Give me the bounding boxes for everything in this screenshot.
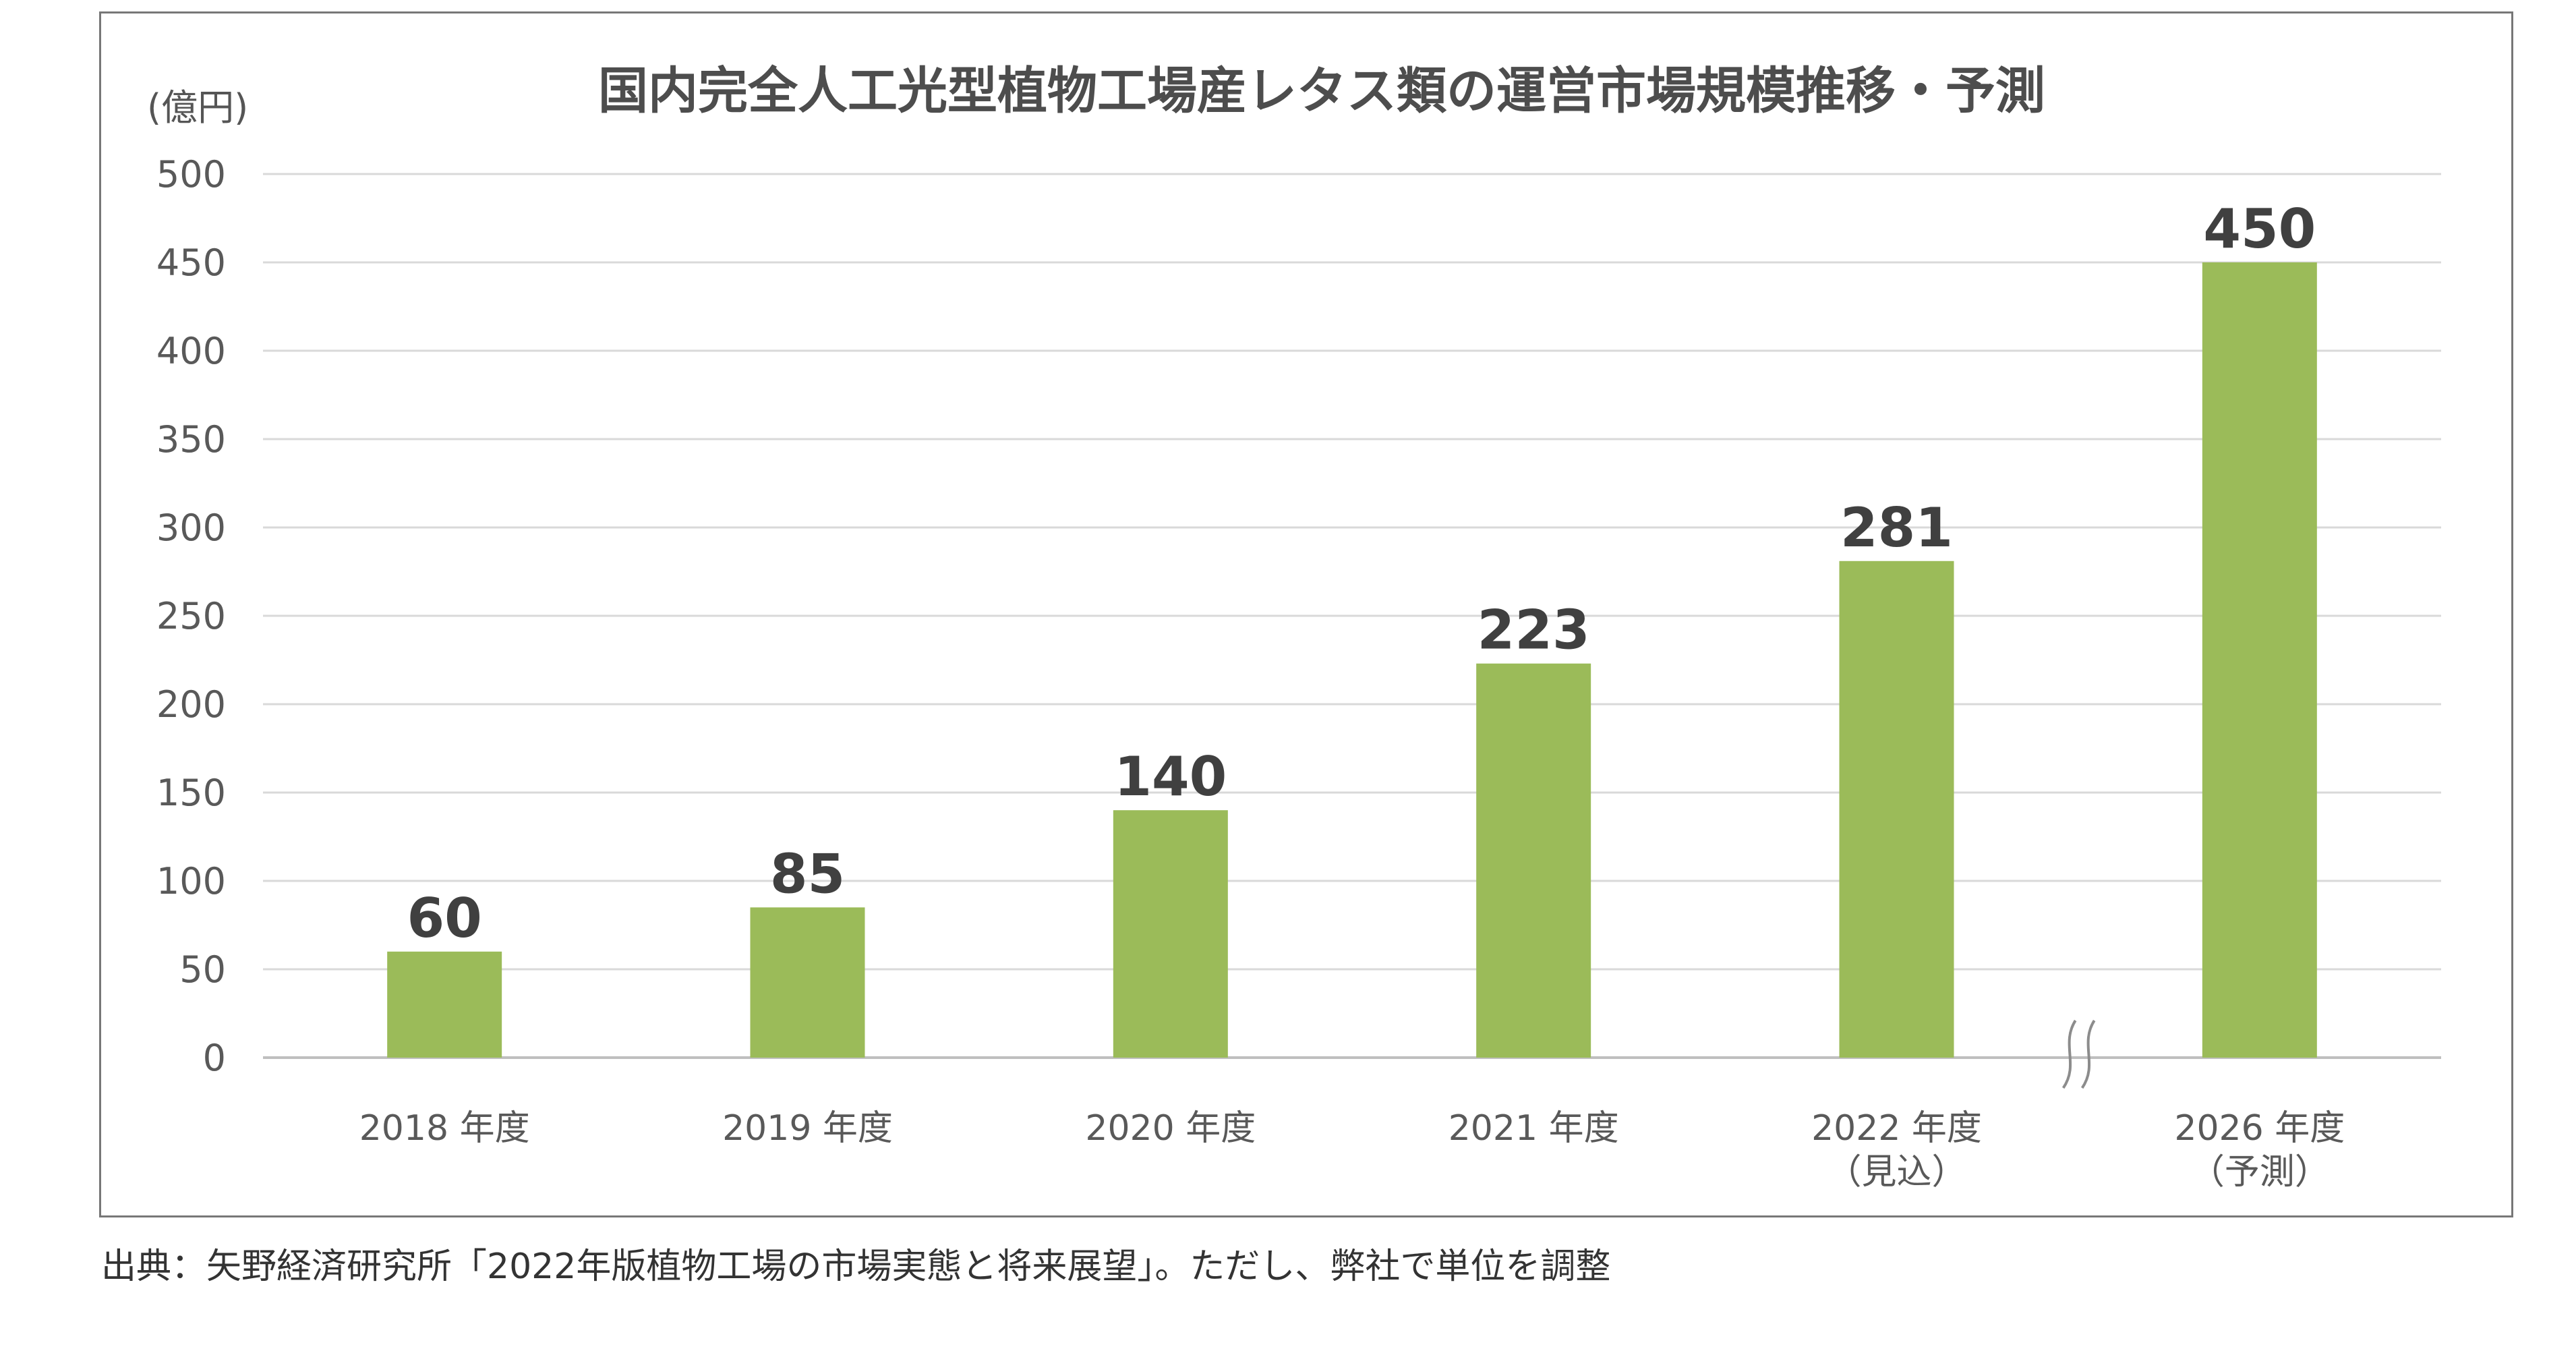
axis-break-marker — [2081, 1019, 2096, 1089]
bar — [1476, 663, 1591, 1058]
x-tick-label: 2022 年度 — [1811, 1108, 1982, 1149]
source-note: 出典：矢野経済研究所「2022年版植物工場の市場実態と将来展望」。ただし、弊社で… — [101, 1246, 1611, 1287]
y-tick-label: 100 — [156, 860, 226, 902]
x-tick-sublabel: （予測） — [2190, 1152, 2330, 1193]
y-tick-label: 350 — [156, 418, 226, 461]
x-tick-label: 2021 年度 — [1448, 1108, 1619, 1149]
y-tick-label: 250 — [156, 595, 226, 637]
bar — [1839, 561, 1954, 1058]
data-label: 281 — [1840, 496, 1953, 559]
axis-break-marker — [2062, 1019, 2077, 1089]
data-label: 60 — [407, 887, 482, 950]
y-tick-label: 300 — [156, 507, 226, 549]
data-label: 140 — [1114, 745, 1227, 808]
bar — [387, 951, 502, 1058]
y-tick-label: 500 — [156, 153, 226, 196]
bar — [2202, 262, 2317, 1058]
x-tick-sublabel: （見込） — [1826, 1152, 1966, 1193]
bar — [750, 907, 865, 1058]
y-axis-unit-label: (億円) — [147, 86, 248, 129]
y-tick-label: 150 — [156, 772, 226, 814]
y-tick-label: 400 — [156, 330, 226, 372]
y-tick-label: 450 — [156, 241, 226, 284]
data-label: 223 — [1477, 599, 1590, 662]
chart-title: 国内完全人工光型植物工場産レタス類の運営市場規模推移・予測 — [598, 62, 2045, 120]
x-tick-label: 2019 年度 — [722, 1108, 893, 1149]
y-tick-label: 200 — [156, 683, 226, 726]
y-tick-label: 50 — [179, 948, 226, 991]
x-tick-label: 2020 年度 — [1085, 1108, 1256, 1149]
y-tick-label: 0 — [203, 1037, 226, 1079]
data-label: 450 — [2203, 198, 2316, 260]
data-label: 85 — [770, 842, 845, 905]
bar — [1113, 810, 1228, 1058]
x-tick-label: 2026 年度 — [2174, 1108, 2345, 1149]
x-tick-label: 2018 年度 — [359, 1108, 530, 1149]
